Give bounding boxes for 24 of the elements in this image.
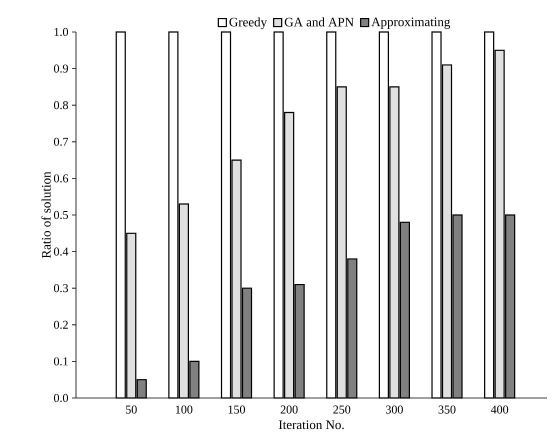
y-tick-label: 1.0 [54, 28, 68, 36]
legend-label: Approximating [371, 18, 450, 29]
legend-label: Greedy [229, 17, 268, 30]
y-tick-label: 0.7 [54, 138, 68, 146]
x-tick-label: 350 [438, 406, 456, 414]
y-tick-label: 0.9 [54, 64, 68, 73]
x-tick-label: 100 [176, 406, 192, 414]
x-tick-label: 200 [280, 406, 298, 414]
y-tick-label: 0.4 [54, 248, 68, 256]
x-tick-label: 150 [228, 406, 246, 414]
y-tick-label: 0.0 [54, 394, 68, 402]
x-tick-label: 300 [386, 406, 403, 414]
x-tick-label: 250 [333, 406, 350, 414]
y-tick-label: 0.2 [54, 320, 68, 329]
legend-label: GA and APN [284, 17, 354, 26]
y-tick-label: 0.8 [54, 101, 68, 110]
y-tick-label: 0.6 [54, 174, 68, 182]
y-tick-label: 0.3 [54, 284, 68, 292]
y-tick-label: 0.1 [54, 357, 68, 366]
x-tick-label: 400 [490, 406, 508, 414]
y-tick-label: 0.5 [54, 210, 68, 220]
y-axis-title: Ratio of solution [41, 172, 51, 258]
x-axis-title: Iteration No. [278, 420, 344, 430]
x-tick-label: 50 [126, 406, 137, 414]
